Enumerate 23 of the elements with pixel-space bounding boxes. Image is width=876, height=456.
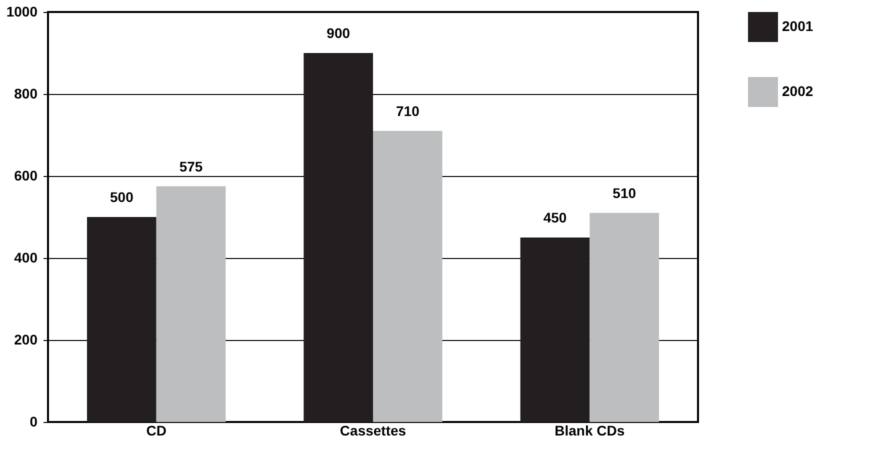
bar (373, 130, 442, 422)
legend-label: 2002 (782, 83, 814, 99)
data-label: 900 (326, 25, 350, 41)
y-tick-label: 200 (14, 332, 38, 348)
y-tick-label: 1000 (6, 4, 38, 20)
y-tick-label: 800 (14, 86, 38, 102)
data-label: 510 (612, 184, 636, 201)
bar (304, 53, 373, 422)
data-label: 710 (396, 102, 420, 119)
y-tick-label: 600 (14, 168, 38, 184)
data-label: 450 (543, 210, 567, 226)
x-tick-label: Cassettes (340, 422, 406, 438)
legend-label: 2001 (782, 18, 814, 34)
data-label: 500 (110, 189, 134, 205)
x-tick-label: CD (146, 422, 166, 438)
bar (87, 217, 156, 422)
y-tick-label: 400 (14, 250, 38, 266)
bar (520, 238, 590, 422)
x-tick-label: Blank CDs (554, 422, 625, 438)
y-tick-label: 0 (30, 414, 38, 430)
bar (590, 212, 659, 422)
bar (156, 186, 226, 422)
data-label: 575 (179, 158, 203, 174)
